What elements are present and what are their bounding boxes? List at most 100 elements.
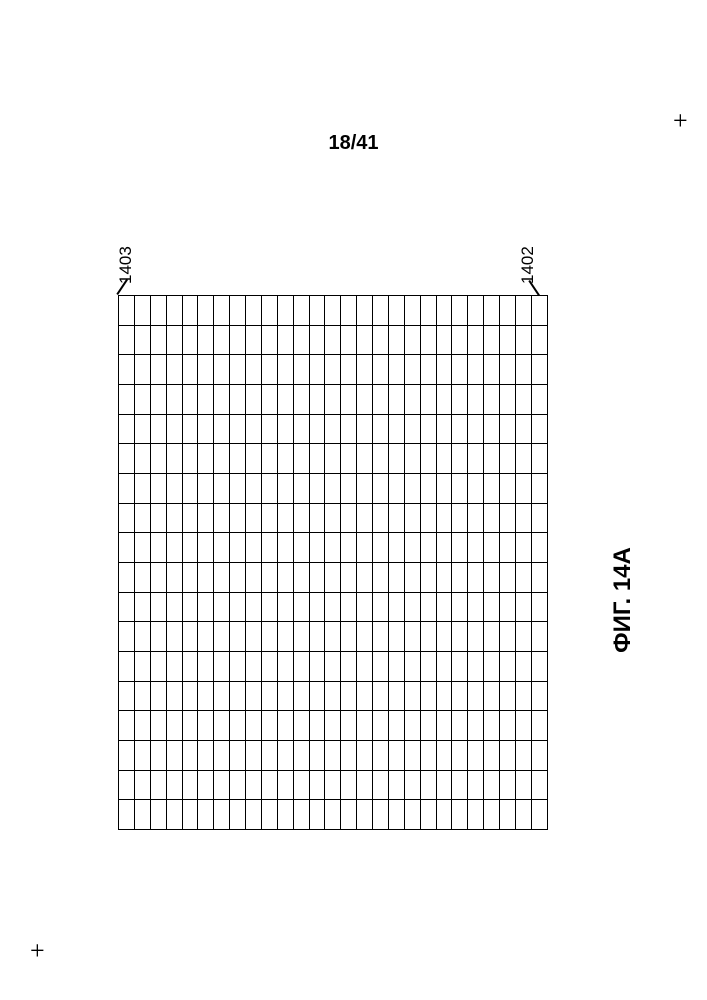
grid-cell [420, 622, 436, 652]
grid-cell [134, 711, 150, 741]
grid-cell [373, 800, 389, 830]
grid-cell [341, 622, 357, 652]
grid-cell [309, 740, 325, 770]
grid-cell [436, 444, 452, 474]
crop-mark-top-right: + [673, 108, 688, 134]
grid-cell [484, 770, 500, 800]
grid-cell [246, 325, 262, 355]
grid-cell [404, 562, 420, 592]
grid-cell [357, 770, 373, 800]
grid-cell [341, 503, 357, 533]
grid-cell [246, 533, 262, 563]
grid-cell [484, 503, 500, 533]
grid-cell [452, 473, 468, 503]
grid-cell [468, 533, 484, 563]
grid-cell [500, 651, 516, 681]
grid-cell [214, 800, 230, 830]
grid-cell [214, 384, 230, 414]
grid-cell [404, 296, 420, 326]
grid-cell [230, 414, 246, 444]
grid-cell [150, 770, 166, 800]
grid-cell [404, 473, 420, 503]
grid-cell [515, 503, 531, 533]
grid-cell [119, 473, 135, 503]
grid-cell [515, 800, 531, 830]
grid-cell [420, 592, 436, 622]
grid-cell [134, 503, 150, 533]
grid-cell [341, 444, 357, 474]
grid-cell [166, 711, 182, 741]
grid-cell [325, 562, 341, 592]
grid-cell [420, 414, 436, 444]
grid-cell [277, 740, 293, 770]
grid-cell [452, 770, 468, 800]
grid-cell [373, 444, 389, 474]
grid-cell [325, 325, 341, 355]
grid-cell [277, 711, 293, 741]
grid-cell [309, 533, 325, 563]
grid-cell [214, 473, 230, 503]
grid-cell [309, 770, 325, 800]
grid-cell [246, 681, 262, 711]
grid-cell [230, 296, 246, 326]
grid-cell [261, 562, 277, 592]
grid-cell [388, 651, 404, 681]
grid-cell [515, 325, 531, 355]
grid-cell [182, 770, 198, 800]
grid-cell [325, 503, 341, 533]
grid-cell [420, 800, 436, 830]
grid-cell [325, 651, 341, 681]
grid-cell [198, 740, 214, 770]
grid-cell [119, 414, 135, 444]
grid-cell [373, 325, 389, 355]
grid-cell [230, 325, 246, 355]
grid-cell [230, 592, 246, 622]
grid-cell [420, 384, 436, 414]
grid-cell [500, 414, 516, 444]
grid-cell [388, 711, 404, 741]
grid-cell [388, 296, 404, 326]
grid-cell [230, 473, 246, 503]
grid-cell [452, 503, 468, 533]
grid-cell [182, 651, 198, 681]
grid-cell [261, 325, 277, 355]
grid-cell [166, 473, 182, 503]
grid-cell [261, 770, 277, 800]
grid-cell [515, 384, 531, 414]
grid-cell [420, 355, 436, 385]
grid-cell [246, 444, 262, 474]
grid-cell [404, 592, 420, 622]
grid-cell [293, 444, 309, 474]
grid-cell [484, 592, 500, 622]
grid-cell [531, 770, 547, 800]
grid-cell [404, 444, 420, 474]
grid-cell [198, 503, 214, 533]
grid-cell [531, 711, 547, 741]
grid-cell [468, 325, 484, 355]
grid-cell [341, 533, 357, 563]
grid-cell [357, 414, 373, 444]
grid-cell [198, 681, 214, 711]
grid-cell [134, 770, 150, 800]
grid-cell [214, 681, 230, 711]
grid-cell [166, 622, 182, 652]
grid-cell [515, 592, 531, 622]
grid-cell [436, 711, 452, 741]
grid-cell [484, 740, 500, 770]
grid-cell [277, 503, 293, 533]
grid-cell [230, 562, 246, 592]
grid-cell [500, 711, 516, 741]
grid-cell [357, 473, 373, 503]
grid-cell [230, 651, 246, 681]
grid-cell [261, 503, 277, 533]
grid-cell [484, 533, 500, 563]
grid-cell [134, 473, 150, 503]
grid-cell [277, 622, 293, 652]
grid-cell [388, 444, 404, 474]
grid-cell [277, 592, 293, 622]
grid-cell [468, 800, 484, 830]
grid-cell [198, 414, 214, 444]
grid-cell [293, 711, 309, 741]
grid-cell [388, 384, 404, 414]
grid-cell [182, 473, 198, 503]
